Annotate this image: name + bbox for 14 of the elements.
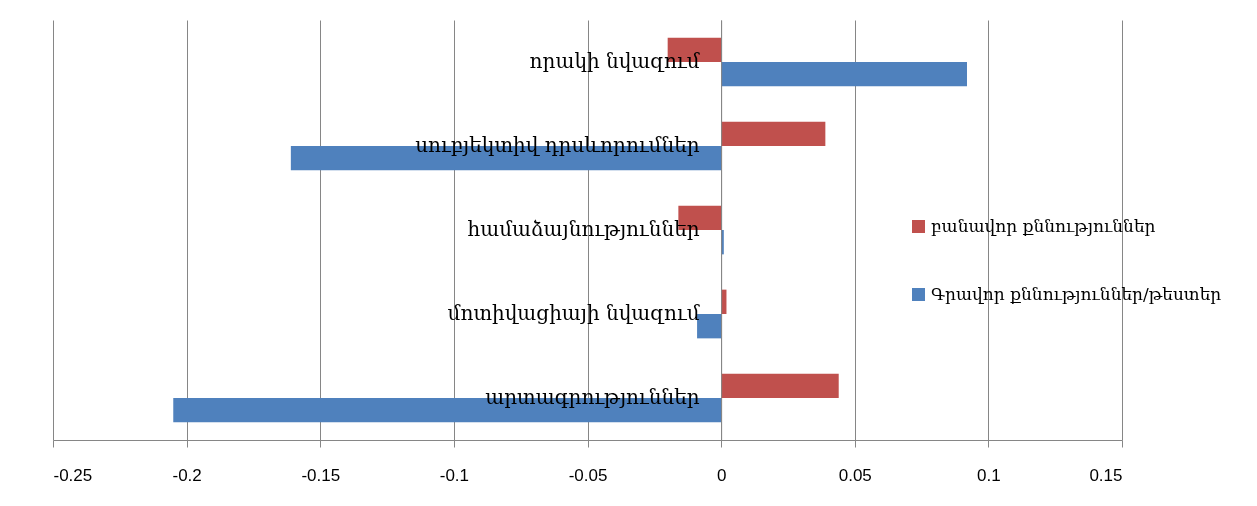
x-tick-label: -0.1 [439, 465, 470, 485]
x-tick-label: 0.05 [838, 465, 872, 485]
x-tick-label: 0.15 [1089, 465, 1123, 485]
y-tick-label: համաձայնություններ [467, 217, 700, 241]
x-tick-label: -0.15 [301, 465, 341, 485]
legend-label: Գրավոր քննություններ/թեստեր [931, 283, 1222, 304]
legend-label: բանավոր քննություններ [931, 215, 1156, 236]
x-tick-label: -0.05 [568, 465, 608, 485]
x-tick-label: 0.1 [977, 465, 1001, 485]
y-tick-label: մոտիվացիայի նվազում [447, 301, 700, 325]
x-tick-label: 0 [716, 465, 727, 485]
x-tick-label: -0.2 [172, 465, 202, 485]
x-tick-label: -0.25 [53, 465, 93, 485]
y-tick-label: որակի նվազում [529, 49, 700, 73]
